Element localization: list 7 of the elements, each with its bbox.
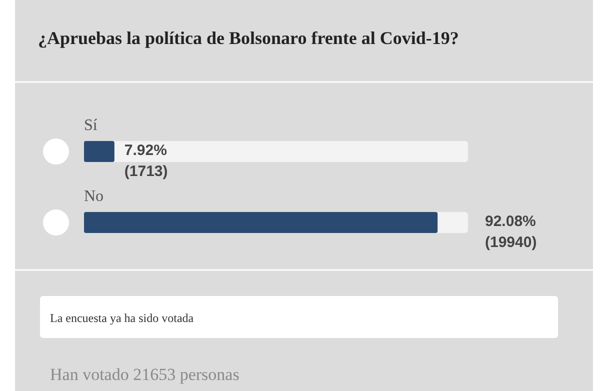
chart-title: ¿Apruebas la política de Bolsonaro frente al Covid-19? <box>38 28 459 48</box>
y-tick-label: Sí <box>84 117 98 134</box>
data-label: 92.08% (19940) <box>485 213 537 251</box>
text: Han votado 21653 personas <box>50 365 240 384</box>
y-tick-label: No <box>84 188 104 205</box>
data-label: 7.92% (1713) <box>124 142 168 180</box>
text: La encuesta ya ha sido votada <box>50 311 194 325</box>
